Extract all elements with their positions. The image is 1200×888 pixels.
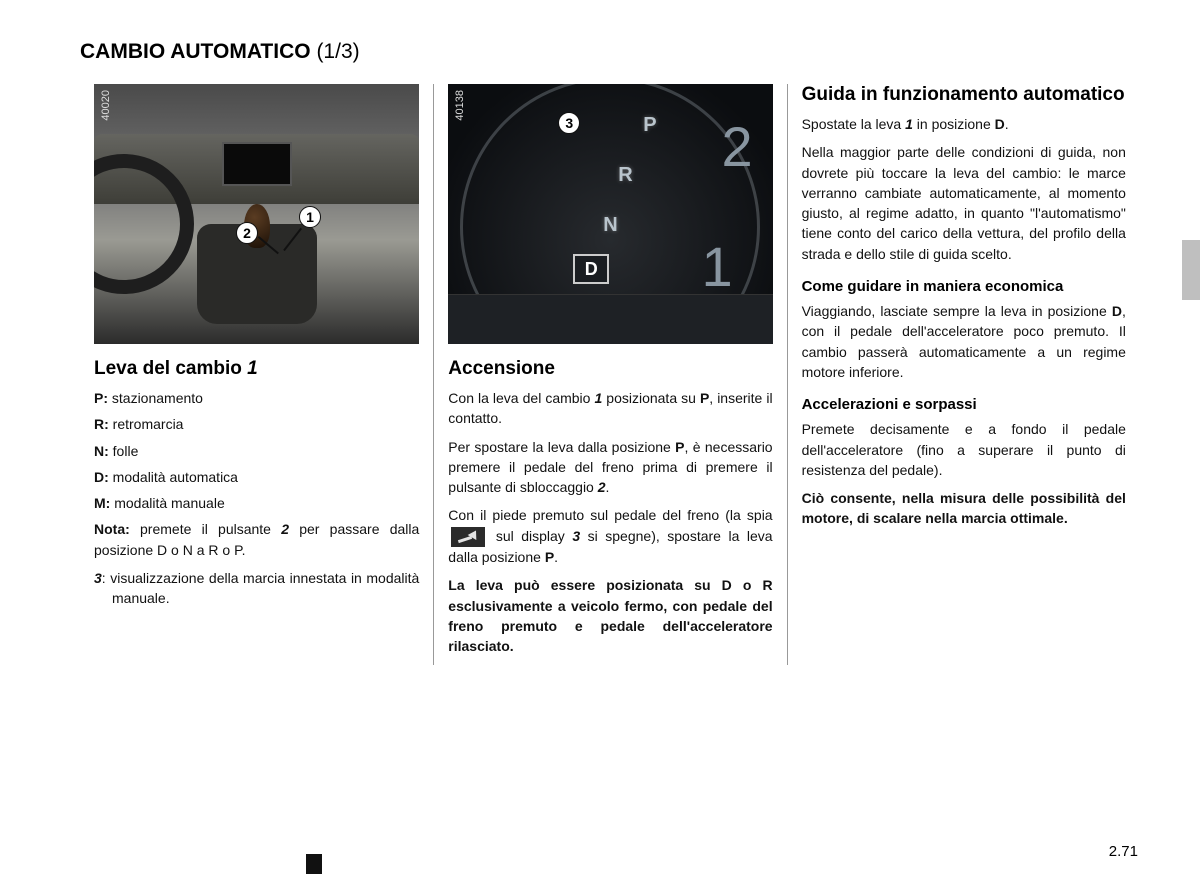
col2-p1: Con la leva del cambio 1 posizionata su … xyxy=(448,388,772,429)
column-3: Guida in funzionamento automatico Sposta… xyxy=(787,84,1140,665)
def-r: R: retromarcia xyxy=(94,414,419,434)
page-title: CAMBIO AUTOMATICO (1/3) xyxy=(80,40,1140,64)
brake-warning-icon xyxy=(451,527,485,547)
col2-p2: Per spostare la leva dalla posizione P, … xyxy=(448,437,772,498)
photo-gauge: 40138 P R N D 2 1 3 xyxy=(448,84,772,344)
col3-p4: Premete decisamente e a fondo il pedale … xyxy=(802,419,1126,480)
title-part: (1/3) xyxy=(316,40,359,63)
col3-p1: Spostate la leva 1 in posizione D. xyxy=(802,114,1126,134)
thumb-tab xyxy=(1182,240,1200,300)
col1-heading: Leva del cambio 1 xyxy=(94,358,419,380)
col1-note: Nota: premete il pulsante 2 per passare … xyxy=(94,519,419,560)
col2-heading: Accensione xyxy=(448,358,772,380)
callout-2: 2 xyxy=(236,222,258,244)
col2-p4: La leva può essere posizionata su D o R … xyxy=(448,575,772,656)
photo-interior: 40020 1 2 xyxy=(94,84,419,344)
col3-heading: Guida in funzionamento automatico xyxy=(802,84,1126,106)
col3-h3a: Come guidare in maniera economica xyxy=(802,278,1126,295)
page-number: 2.71 xyxy=(1109,843,1138,860)
title-main: CAMBIO AUTOMATICO xyxy=(80,40,311,63)
gauge-d-indicator: D xyxy=(573,254,609,284)
col3-p2: Nella maggior parte delle condizioni di … xyxy=(802,142,1126,264)
callout-1: 1 xyxy=(299,206,321,228)
photo-id-center: 40138 xyxy=(454,90,466,121)
def-p: P: stazionamento xyxy=(94,388,419,408)
column-2: 40138 P R N D 2 1 3 Accensione Con la le… xyxy=(433,84,786,665)
col3-h3b: Accelerazioni e sorpassi xyxy=(802,396,1126,413)
footer-mark xyxy=(306,854,322,874)
photo-id-left: 40020 xyxy=(100,90,112,121)
column-1: 40020 1 2 Leva del cambio 1 P: stazionam… xyxy=(80,84,433,665)
def-n: N: folle xyxy=(94,441,419,461)
def-d: D: modalità automatica xyxy=(94,467,419,487)
content-columns: 40020 1 2 Leva del cambio 1 P: stazionam… xyxy=(80,84,1140,665)
def-m: M: modalità manuale xyxy=(94,493,419,513)
col1-item3: 3: visualizzazione della marcia innestat… xyxy=(94,568,419,609)
col2-p3: Con il piede premuto sul pedale del fren… xyxy=(448,505,772,567)
col3-p5: Ciò consente, nella misura delle possibi… xyxy=(802,488,1126,529)
col3-p3: Viaggiando, lasciate sempre la leva in p… xyxy=(802,301,1126,382)
